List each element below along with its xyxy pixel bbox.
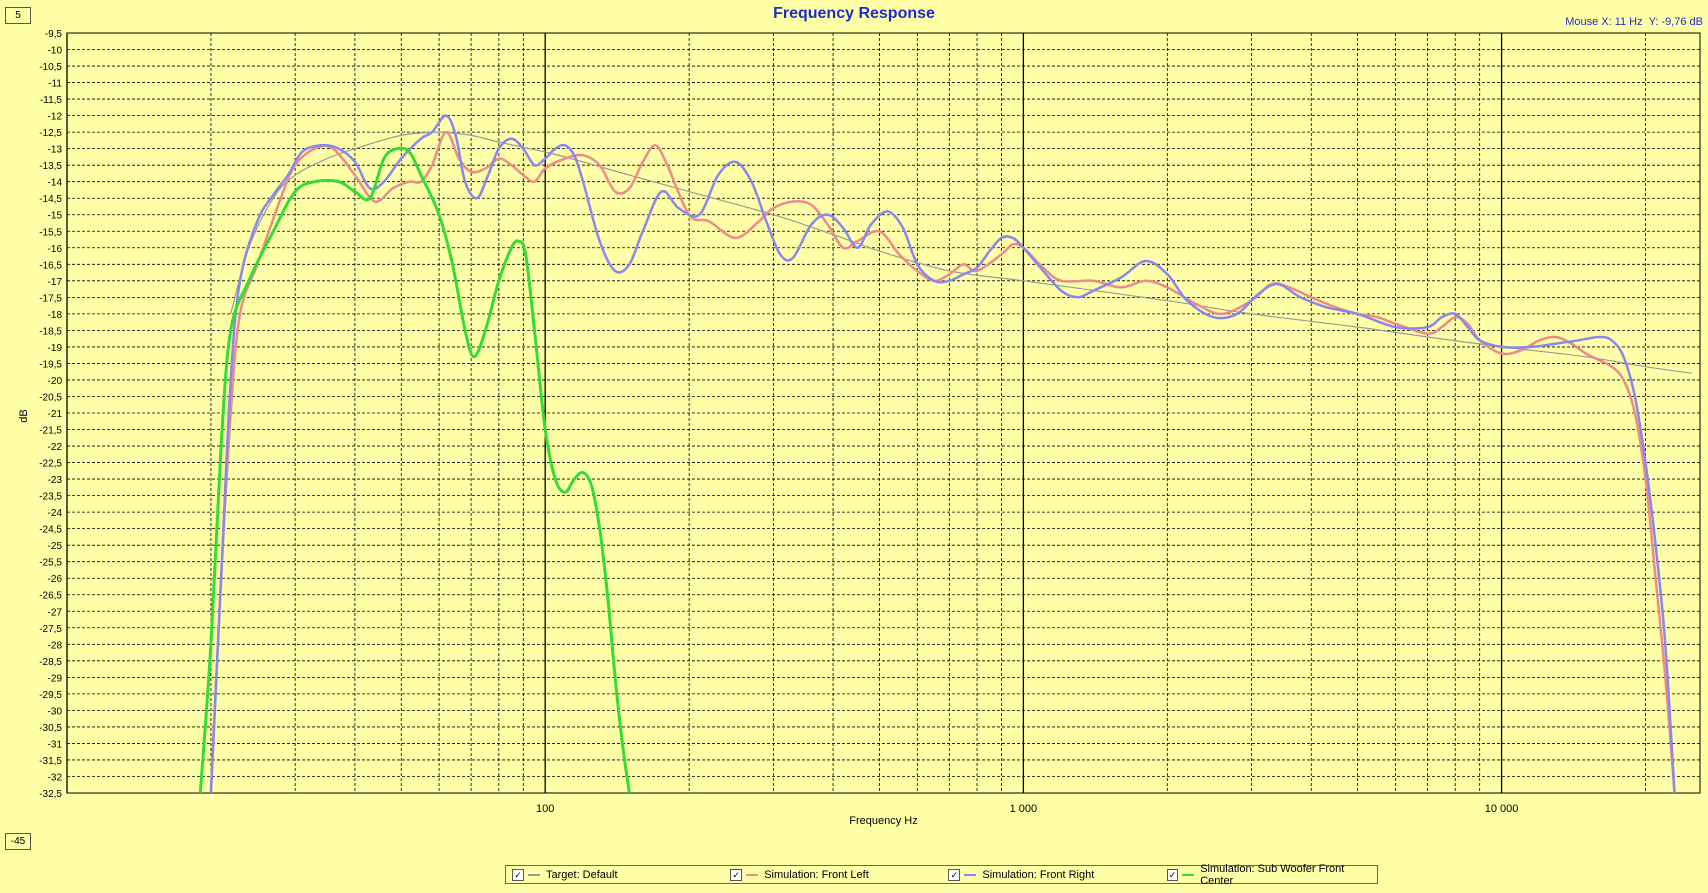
legend-swatch [964, 873, 977, 876]
y-tick-label: -26 [48, 574, 63, 585]
x-axis-label: Frequency Hz [849, 815, 917, 827]
y-tick-label: -21,5 [39, 426, 62, 437]
legend-checkbox[interactable]: ✓ [512, 868, 524, 881]
x-tick-label: 10 000 [1485, 803, 1519, 815]
y-tick-label: -12 [48, 112, 63, 123]
y-tick-label: -13,5 [39, 161, 62, 172]
y-tick-label: -31,5 [39, 756, 62, 767]
x-tick-label: 1 000 [1010, 803, 1038, 815]
legend-checkbox[interactable]: ✓ [730, 868, 743, 881]
y-tick-label: -14 [48, 178, 63, 189]
legend: ✓ Target: Default ✓ Simulation: Front Le… [505, 862, 1378, 887]
y-tick-label: -12,5 [39, 128, 62, 139]
y-tick-label: -23,5 [39, 492, 62, 503]
series-line-simulation-sub-woofer-front-center [198, 146, 631, 793]
y-tick-label: -26,5 [39, 591, 62, 602]
y-tick-label: -19 [48, 343, 63, 354]
legend-label: Target: Default [546, 868, 618, 881]
y-tick-label: -29 [48, 673, 63, 684]
y-tick-label: -22,5 [39, 459, 62, 470]
y-tick-label: -25 [48, 541, 63, 552]
y-tick-label: -27 [48, 607, 63, 618]
y-tick-label: -24,5 [39, 525, 62, 536]
legend-item-front-left[interactable]: ✓ Simulation: Front Left [730, 868, 942, 881]
y-tick-label: -15 [48, 211, 63, 222]
legend-item-target[interactable]: ✓ Target: Default [512, 868, 724, 881]
mouse-y-readout: Y: -9,76 dB [1648, 16, 1703, 28]
y-tick-label: -16 [48, 244, 63, 255]
y-tick-label: -30 [48, 706, 63, 717]
legend-label: Simulation: Front Left [764, 868, 869, 881]
y-tick-label: -28 [48, 640, 63, 651]
legend-swatch [528, 873, 540, 876]
x-tick-label: 100 [536, 803, 554, 815]
y-tick-label: -16,5 [39, 260, 62, 271]
chart-title: Frequency Response [773, 5, 935, 22]
y-tick-label: -18 [48, 310, 63, 321]
y-tick-label: -27,5 [39, 624, 62, 635]
y-tick-label: -24 [48, 508, 63, 519]
y-axis-label: dB [18, 409, 30, 422]
legend-swatch [1182, 873, 1195, 876]
y-tick-label: -11,5 [40, 95, 62, 106]
mouse-readout: Mouse X: 11 Hz Y: -9,76 dB [1565, 16, 1703, 28]
y-tick-label: -17,5 [39, 293, 62, 304]
y-min-field[interactable]: -45 [5, 833, 31, 850]
legend-checkbox[interactable]: ✓ [948, 868, 961, 881]
y-tick-label: -14,5 [39, 194, 62, 205]
legend-label: Simulation: Front Right [982, 868, 1095, 881]
y-tick-label: -32,5 [39, 789, 62, 800]
y-tick-label: -9,5 [45, 29, 63, 40]
y-tick-label: -23 [48, 475, 63, 486]
y-tick-label: -13 [48, 145, 63, 156]
y-tick-label: -19,5 [39, 359, 62, 370]
y-tick-label: -11 [48, 79, 62, 90]
series-line-simulation-front-right [209, 114, 1676, 793]
y-tick-label: -32 [48, 772, 63, 783]
legend-checkbox[interactable]: ✓ [1166, 868, 1179, 881]
legend-item-front-right[interactable]: ✓ Simulation: Front Right [948, 868, 1160, 881]
y-tick-label: -10,5 [39, 62, 62, 73]
mouse-x-readout: Mouse X: 11 Hz [1565, 16, 1643, 28]
y-tick-label: -31 [48, 739, 63, 750]
y-tick-label: -15,5 [39, 227, 62, 238]
y-tick-label: -25,5 [39, 558, 62, 569]
y-tick-label: -29,5 [39, 690, 62, 701]
y-tick-label: -20 [48, 376, 63, 387]
y-tick-label: -10 [48, 46, 63, 57]
legend-item-subwoofer[interactable]: ✓ Simulation: Sub Woofer Front Center [1166, 862, 1377, 887]
y-tick-label: -20,5 [39, 392, 62, 403]
y-tick-label: -22 [48, 442, 63, 453]
y-tick-label: -30,5 [39, 723, 62, 734]
legend-label: Simulation: Sub Woofer Front Center [1200, 862, 1345, 887]
y-tick-label: -17 [48, 277, 63, 288]
y-tick-label: -18,5 [39, 326, 62, 337]
legend-swatch [746, 873, 759, 876]
series-line-target-default [230, 131, 1692, 374]
y-tick-label: -28,5 [39, 657, 62, 668]
y-max-field[interactable]: 5 [5, 7, 31, 24]
y-tick-label: -21 [48, 409, 63, 420]
